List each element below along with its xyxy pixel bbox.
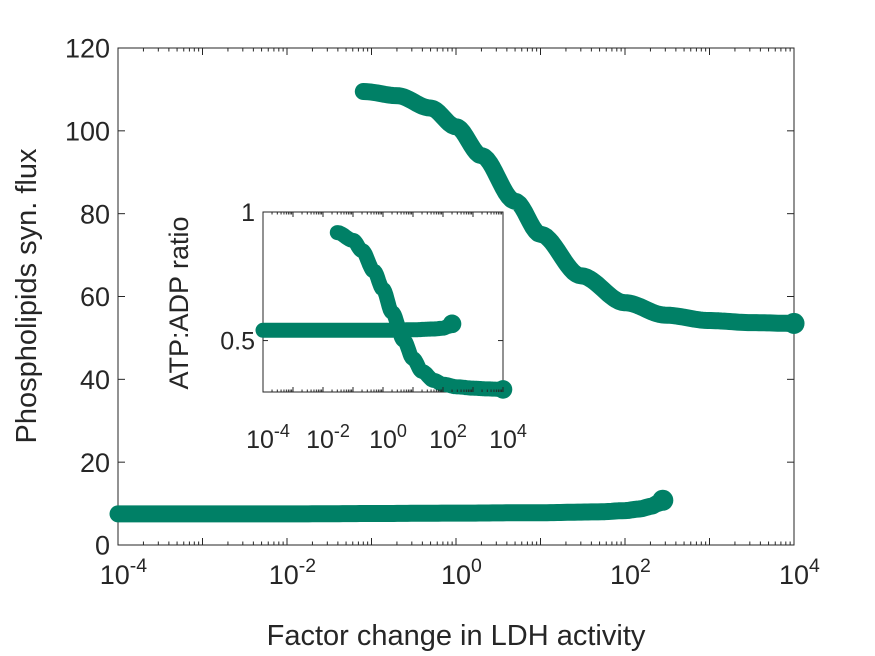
main-y-ticks: 0 20 40 60 80 100 120: [65, 34, 794, 561]
main-y-axis-label: Phospholipids syn. flux: [11, 148, 43, 443]
main-x-axis-label: Factor change in LDH activity: [267, 620, 646, 652]
main-x-tick-label: 104: [779, 555, 820, 590]
inset-series-2-line: [329, 225, 511, 397]
inset-y-ticks: 0.51: [220, 199, 503, 356]
main-x-tick-label: 102: [610, 555, 651, 590]
main-series-2-line: [354, 83, 803, 332]
main-y-tick-label: 100: [65, 117, 110, 147]
main-y-tick-label: 40: [80, 365, 110, 395]
inset-y-tick-label: 1: [241, 199, 255, 227]
main-x-tick-label: 100: [441, 555, 482, 590]
main-y-tick-label: 0: [95, 531, 110, 561]
main-y-tick-label: 60: [80, 282, 110, 312]
main-y-tick-label: 80: [80, 199, 110, 229]
main-series-2-end-marker: [783, 312, 805, 334]
main-x-tick-label: 10-2: [269, 555, 316, 590]
main-series-group: [109, 83, 805, 523]
inset-series-1-end-marker: [442, 314, 462, 334]
main-series-1-end-marker: [652, 489, 674, 511]
inset-y-axis-label: ATP:ADP ratio: [164, 216, 194, 389]
main-y-tick-label: 20: [80, 448, 110, 478]
main-x-tick-label: 10-4: [100, 555, 148, 590]
inset-series-1-line: [255, 316, 460, 338]
main-series-1-line: [109, 491, 672, 523]
main-y-tick-label: 120: [65, 34, 110, 64]
inset-y-tick-label: 0.5: [220, 328, 255, 356]
